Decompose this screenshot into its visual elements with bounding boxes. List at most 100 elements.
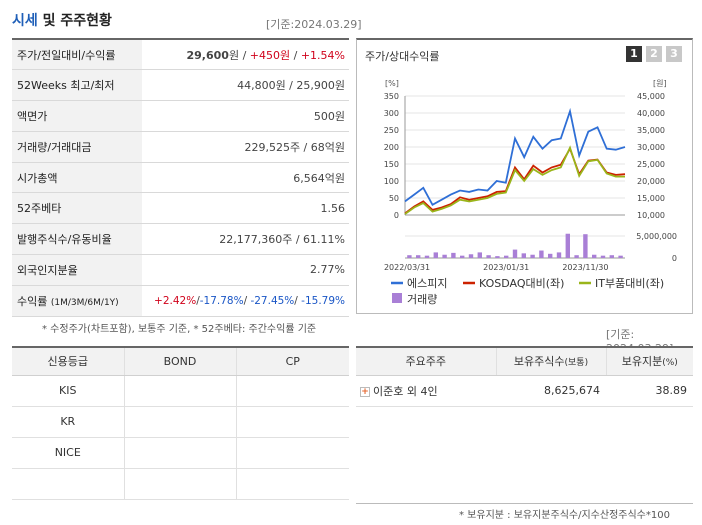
price-change-pct: +1.54% (300, 48, 345, 62)
right-tick-label: 30,000 (637, 143, 665, 152)
volume-tick-label: 5,000,000 (636, 232, 677, 241)
legend-swatch (392, 293, 402, 303)
volume-bar (442, 254, 447, 258)
left-axis-unit: [%] (385, 79, 399, 88)
title-rest: 및 주주현황 (37, 13, 112, 29)
table-row: 거래량/거래대금 229,525주 / 68억원 (12, 131, 349, 163)
table-row: 52주베타 1.56 (12, 192, 349, 225)
right-tick-label: 10,000 (637, 211, 665, 220)
row-value: 2.77% (142, 254, 349, 286)
shareholder-name[interactable]: 이준호 외 4인 (373, 384, 438, 398)
return-1y: -15.79% (301, 294, 345, 307)
volume-bar (468, 254, 474, 258)
returns-periods: (1M/3M/6M/1Y) (50, 297, 119, 308)
x-tick-label: 2023/01/31 (483, 263, 529, 272)
header-bond: BOND (123, 347, 236, 376)
legend-label: KOSDAQ대비(좌) (479, 277, 564, 290)
sep: / (239, 48, 250, 62)
table-row: 액면가 500원 (12, 100, 349, 132)
bond-rating (123, 468, 236, 500)
right-axis-unit: [원] (653, 79, 667, 88)
cp-rating (235, 468, 349, 500)
shareholder-table-filler (356, 414, 693, 504)
shareholder-name-cell: + 이준호 외 4인 (356, 375, 496, 407)
legend-label: 에스피지 (407, 277, 447, 290)
left-tick-label: 300 (384, 109, 399, 118)
volume-bar (548, 253, 553, 258)
table-row: 발행주식수/유동비율 22,177,360주 / 61.11% (12, 223, 349, 256)
volume-bar (600, 255, 606, 258)
title-highlight: 시세 (12, 13, 38, 29)
row-label: 52주베타 (12, 192, 142, 225)
table-row: 시가총액 6,564억원 (12, 162, 349, 194)
legend-label: IT부품대비(좌) (595, 277, 664, 290)
agency-name: NICE (12, 437, 124, 469)
return-3m: -17.78% (199, 294, 244, 307)
row-value: 1.56 (142, 192, 349, 225)
volume-bar (565, 233, 570, 258)
right-tick-label: 25,000 (637, 160, 665, 169)
table-row: KIS (12, 375, 349, 407)
price-value: 29,600원 / +450원 / +1.54% (142, 39, 349, 71)
bond-rating (123, 437, 236, 469)
volume-bar (574, 255, 579, 258)
row-label: 외국인지분율 (12, 254, 142, 286)
row-label: 주가/전일대비/수익률 (12, 39, 142, 71)
left-tick-label: 150 (384, 160, 399, 169)
row-label: 액면가 (12, 100, 142, 132)
return-1m: +2.42% (154, 294, 197, 307)
row-label: 거래량/거래대금 (12, 131, 142, 163)
page-button-1[interactable]: 1 (626, 46, 642, 62)
cp-rating (235, 437, 349, 469)
table-header-row: 주요주주 보유주식수(보통) 보유지분(%) (356, 347, 693, 376)
agency-name: KIS (12, 375, 124, 407)
page-button-3[interactable]: 3 (666, 46, 682, 62)
volume-bar (539, 250, 544, 258)
agency-name (12, 468, 124, 500)
agency-name: KR (12, 406, 124, 438)
shares-held: 8,625,674 (496, 375, 606, 407)
volume-bar (504, 255, 509, 258)
right-tick-label: 45,000 (637, 92, 665, 101)
price-chart: [%] [원] 350 300 250 200 150 100 50 0 45,000 40,000 3… (384, 79, 677, 306)
header-holding-pct-text: 보유지분 (621, 355, 663, 369)
volume-bar (407, 255, 412, 258)
volume-bar (512, 249, 518, 258)
series-line-3 (404, 145, 625, 215)
volume-bar (530, 254, 535, 258)
market-note: * 수정주가(차트포함), 보통주 기준, * 52주베타: 주간수익률 기준 (42, 324, 317, 335)
row-label: 시가총액 (12, 162, 142, 194)
right-tick-label: 15,000 (637, 194, 665, 203)
table-row (12, 468, 349, 500)
header-shares-held-text: 보유주식수 (513, 355, 565, 369)
row-value: 500원 (142, 100, 349, 132)
left-tick-label: 350 (384, 92, 399, 101)
volume-bar (451, 252, 456, 258)
price-change: +450원 (249, 48, 291, 62)
volume-bar (556, 252, 562, 258)
cp-rating (235, 406, 349, 438)
price-unit: 원 (228, 48, 240, 62)
table-row: 52Weeks 최고/최저 44,800원 / 25,900원 (12, 69, 349, 102)
left-tick-label: 0 (394, 211, 399, 220)
volume-bar (486, 255, 491, 258)
expand-plus-icon[interactable]: + (360, 386, 370, 397)
left-tick-label: 200 (384, 143, 399, 152)
table-row: 수익률 (1M/3M/6M/1Y) +2.42%/-17.78%/ -27.45… (12, 285, 349, 317)
cp-rating (235, 375, 349, 407)
chart-title: 주가/상대수익률 (365, 50, 440, 63)
table-row: + 이준호 외 4인 8,625,674 38.89 (356, 375, 693, 407)
right-tick-label: 35,000 (637, 126, 665, 135)
volume-bar (424, 255, 430, 258)
page-button-2[interactable]: 2 (646, 46, 662, 62)
volume-bar (477, 252, 482, 258)
returns-label: 수익률 (1M/3M/6M/1Y) (12, 285, 142, 317)
header-holding-pct: 보유지분(%) (605, 347, 693, 376)
row-label: 발행주식수/유동비율 (12, 223, 142, 256)
right-tick-label: 20,000 (637, 177, 665, 186)
table-header-row: 신용등급 BOND CP (12, 347, 349, 376)
header-shares-held: 보유주식수(보통) (495, 347, 606, 376)
header-cp: CP (235, 347, 349, 376)
volume-bar (609, 255, 614, 258)
